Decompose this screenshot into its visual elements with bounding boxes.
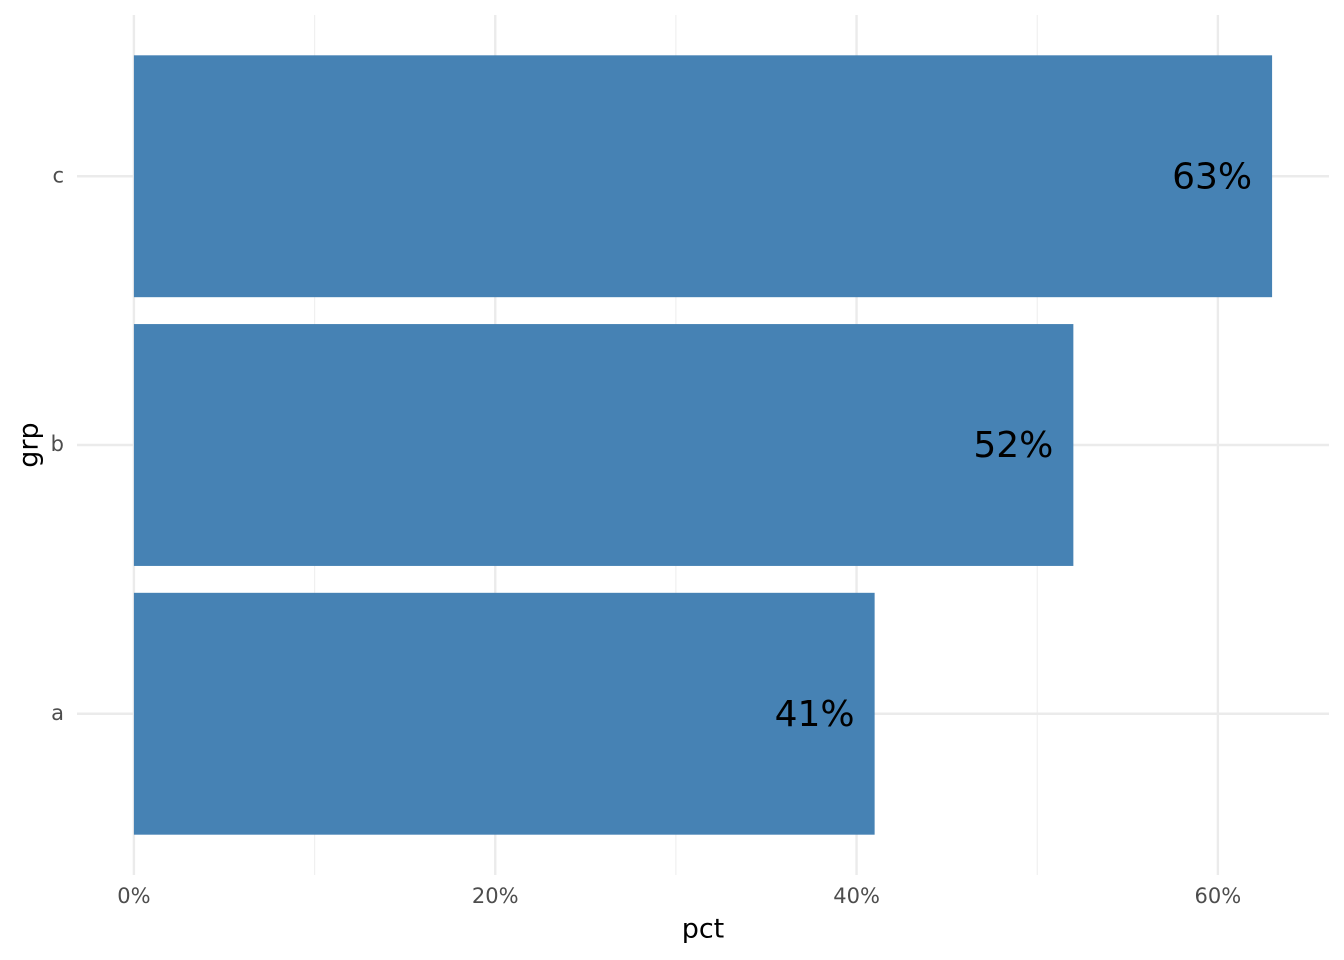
value-label: 63% bbox=[1172, 156, 1252, 197]
y-tick-label: c bbox=[52, 163, 64, 187]
value-label: 52% bbox=[973, 425, 1053, 466]
x-tick-label: 0% bbox=[117, 884, 150, 908]
x-axis-title: pct bbox=[682, 914, 725, 945]
x-tick-label: 60% bbox=[1195, 884, 1242, 908]
value-label: 41% bbox=[775, 694, 855, 735]
y-axis-title: grp bbox=[14, 422, 45, 467]
bar bbox=[133, 324, 1074, 566]
x-tick-label: 40% bbox=[833, 884, 880, 908]
bar bbox=[133, 55, 1273, 298]
bar bbox=[133, 592, 875, 835]
x-tick-label: 20% bbox=[472, 884, 519, 908]
y-tick-label: b bbox=[51, 432, 64, 456]
y-tick-label: a bbox=[51, 701, 64, 725]
